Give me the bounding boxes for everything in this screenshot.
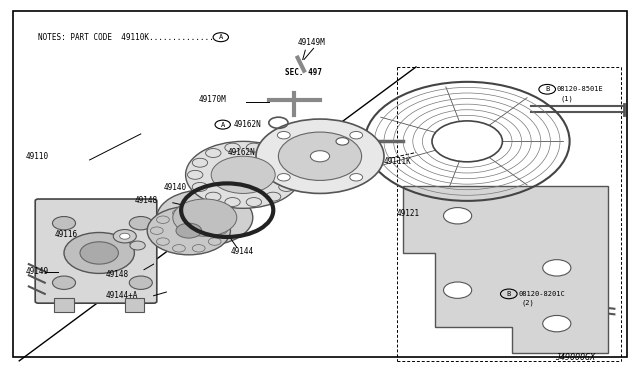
- Circle shape: [176, 223, 202, 238]
- Circle shape: [192, 183, 207, 192]
- Text: 49140: 49140: [163, 183, 186, 192]
- Circle shape: [80, 242, 118, 264]
- Circle shape: [192, 158, 207, 167]
- Circle shape: [279, 183, 294, 192]
- Text: 49148: 49148: [106, 270, 129, 279]
- Circle shape: [64, 232, 134, 273]
- Circle shape: [129, 276, 152, 289]
- Text: 08120-8201C: 08120-8201C: [518, 291, 565, 297]
- FancyBboxPatch shape: [35, 199, 157, 303]
- Circle shape: [205, 192, 221, 201]
- Bar: [54, 298, 74, 312]
- Circle shape: [150, 227, 163, 234]
- Text: 49144+A: 49144+A: [106, 291, 138, 300]
- Text: (1): (1): [560, 95, 573, 102]
- Circle shape: [336, 138, 349, 145]
- Circle shape: [186, 141, 301, 208]
- Circle shape: [246, 198, 262, 206]
- Text: B: B: [507, 291, 511, 297]
- Circle shape: [52, 276, 76, 289]
- Circle shape: [256, 119, 384, 193]
- Text: SEC. 497: SEC. 497: [285, 68, 322, 77]
- Text: (2): (2): [522, 300, 534, 307]
- Circle shape: [310, 151, 330, 162]
- Circle shape: [173, 209, 186, 217]
- Text: 49121: 49121: [397, 209, 420, 218]
- Text: 49116: 49116: [54, 230, 77, 239]
- Circle shape: [444, 282, 472, 298]
- Circle shape: [192, 209, 205, 217]
- Circle shape: [350, 131, 363, 139]
- Circle shape: [129, 217, 152, 230]
- Text: 49162N: 49162N: [227, 148, 255, 157]
- Circle shape: [157, 190, 253, 246]
- Circle shape: [173, 199, 237, 236]
- Circle shape: [266, 148, 281, 157]
- Circle shape: [278, 132, 362, 180]
- Circle shape: [246, 143, 262, 152]
- Circle shape: [192, 245, 205, 252]
- Text: 49149: 49149: [26, 267, 49, 276]
- Circle shape: [173, 245, 186, 252]
- Circle shape: [188, 170, 203, 179]
- Circle shape: [208, 238, 221, 245]
- Circle shape: [277, 174, 290, 181]
- Circle shape: [120, 233, 130, 239]
- Circle shape: [279, 158, 294, 167]
- Circle shape: [266, 192, 281, 201]
- Text: J49000GX: J49000GX: [556, 353, 595, 362]
- Circle shape: [205, 148, 221, 157]
- Text: 49148: 49148: [134, 196, 157, 205]
- Circle shape: [208, 216, 221, 224]
- Circle shape: [130, 241, 145, 250]
- Text: 49149M: 49149M: [298, 38, 325, 47]
- Text: A: A: [219, 34, 223, 40]
- Circle shape: [147, 206, 230, 255]
- Circle shape: [225, 198, 240, 206]
- Circle shape: [52, 217, 76, 230]
- Circle shape: [350, 174, 363, 181]
- Polygon shape: [403, 186, 608, 353]
- Text: A: A: [221, 122, 225, 128]
- Circle shape: [157, 238, 170, 245]
- Text: 08120-8501E: 08120-8501E: [557, 86, 604, 92]
- Text: 49110: 49110: [26, 152, 49, 161]
- Text: 49111K: 49111K: [384, 157, 412, 166]
- Circle shape: [543, 315, 571, 332]
- Bar: [125, 298, 144, 312]
- Text: 49170M: 49170M: [198, 95, 226, 104]
- Circle shape: [157, 216, 170, 224]
- Circle shape: [277, 131, 290, 139]
- Circle shape: [214, 227, 227, 234]
- Circle shape: [444, 208, 472, 224]
- FancyBboxPatch shape: [13, 11, 627, 357]
- Circle shape: [113, 230, 136, 243]
- Text: B: B: [545, 86, 549, 92]
- Text: 49144: 49144: [230, 247, 253, 256]
- Text: NOTES: PART CODE  49110K..............: NOTES: PART CODE 49110K..............: [38, 33, 214, 42]
- Circle shape: [225, 143, 240, 152]
- Text: 49162N: 49162N: [234, 120, 261, 129]
- Circle shape: [543, 260, 571, 276]
- Circle shape: [284, 170, 299, 179]
- Circle shape: [211, 156, 275, 193]
- Text: 49160M: 49160M: [214, 165, 242, 174]
